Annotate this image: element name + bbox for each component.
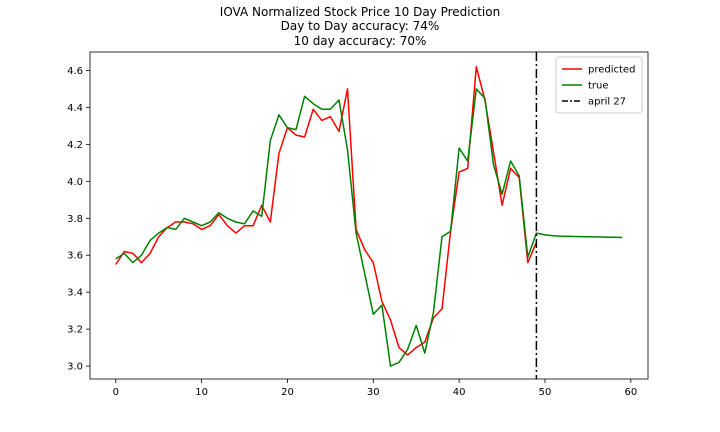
series-line-predicted [115,66,538,356]
x-tick-label: 30 [367,387,380,398]
x-tick-label: 20 [281,387,294,398]
chart-subtitle-day-accuracy: Day to Day accuracy: 74% [280,19,440,33]
plot-area [89,51,649,380]
series-line-true [115,88,623,367]
y-tick-label: 4.4 [67,103,83,114]
chart-title: IOVA Normalized Stock Price 10 Day Predi… [219,5,501,19]
y-tick-label: 3.8 [67,214,83,225]
y-tick-label: 3.4 [67,288,83,299]
x-tick-label: 10 [195,387,208,398]
legend-label-predicted: predicted [588,65,635,76]
x-tick-label: 0 [113,387,119,398]
legend-box [555,56,643,114]
legend-label-true: true [588,81,609,92]
y-tick-label: 3.0 [67,362,83,373]
y-tick-label: 3.6 [67,251,83,262]
chart-subtitle-10day-accuracy: 10 day accuracy: 70% [293,34,427,48]
x-tick-label: 60 [624,387,637,398]
y-tick-label: 4.2 [67,140,83,151]
y-tick-label: 4.0 [67,177,83,188]
y-tick-label: 3.2 [67,325,83,336]
y-tick-label: 4.6 [67,66,83,77]
legend: predicted true april 27 [555,56,643,114]
x-tick-label: 50 [539,387,552,398]
x-tick-label: 40 [453,387,466,398]
legend-label-april-27: april 27 [588,97,626,108]
